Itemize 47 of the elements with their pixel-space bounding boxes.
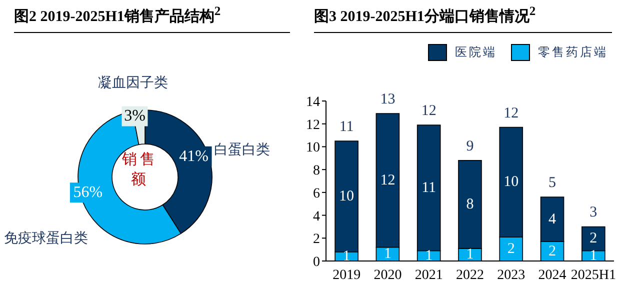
data-label: 2	[590, 230, 598, 247]
data-label: 8	[466, 196, 474, 212]
data-label: 4	[548, 211, 557, 228]
total-label: 12	[504, 105, 519, 122]
data-label: 3%	[124, 108, 146, 125]
legend-label: 零售药店端	[537, 44, 608, 61]
total-label: 3	[590, 204, 598, 221]
data-label: 56%	[73, 184, 103, 202]
x-tick-label: 2020	[374, 268, 402, 283]
y-tick-label: 10	[306, 140, 320, 156]
x-tick-label: 2021	[414, 268, 443, 283]
x-tick-label: 2023	[497, 268, 526, 283]
data-label: 2	[507, 241, 515, 257]
legend-label: 白蛋白类	[214, 142, 270, 158]
slice-label: 免疫球蛋白类	[4, 230, 88, 246]
data-label: 1	[342, 248, 350, 264]
y-tick-label: 14	[306, 94, 320, 110]
data-label: 10	[504, 174, 519, 190]
chart-title: 图3 2019-2025H1分端口销售情况$^{2}$	[314, 4, 612, 33]
y-tick-label: 2	[313, 232, 320, 248]
data-label: 10	[339, 188, 354, 204]
y-tick-label: 6	[313, 186, 320, 202]
data-label: 1	[466, 246, 474, 263]
data-label: 12	[380, 172, 396, 188]
x-tick-label: 2025H1	[570, 268, 616, 283]
data-label: 11	[422, 180, 436, 196]
total-label: 11	[339, 119, 354, 135]
y-tick-label: 4	[313, 209, 320, 224]
total-label: 13	[380, 92, 396, 108]
total-label: 5	[548, 175, 556, 191]
data-label: 1	[590, 248, 598, 264]
data-label: 41%	[179, 148, 208, 165]
x-tick-label: 2019	[332, 268, 361, 283]
x-tick-label: 2022	[456, 268, 484, 283]
total-label: 9	[466, 138, 474, 154]
y-tick-label: 8	[313, 164, 320, 179]
data-label: 2	[548, 243, 556, 260]
text: 销售额	[121, 151, 159, 190]
chart-title: 图2 2019-2025H1销售产品结构$^{2}$	[14, 4, 290, 33]
x-tick-label: 2024	[538, 268, 566, 283]
data-label: 1	[384, 246, 392, 262]
y-tick-label: 12	[306, 118, 320, 133]
slice-label: 凝血因子类	[98, 74, 168, 91]
data-label: 1	[425, 248, 433, 264]
y-tick-label: 0	[313, 254, 320, 270]
legend-label: 医院端	[454, 44, 497, 61]
total-label: 12	[421, 103, 436, 119]
